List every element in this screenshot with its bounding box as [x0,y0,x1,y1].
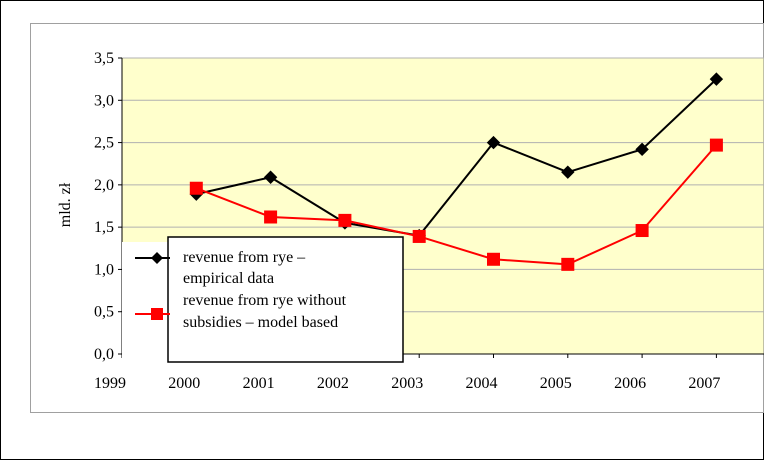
data-point [263,170,278,184]
data-point [264,210,278,224]
x-tick-label: 2003 [391,375,423,392]
x-tick-label: 2004 [466,375,498,392]
y-tick-label: 1,5 [94,219,114,236]
y-tick-label: 3,5 [94,50,114,67]
y-tick-label: 2,5 [94,135,114,152]
legend-label: empirical data [183,270,274,287]
legend: revenue from rye – empirical data revenue … [122,236,404,363]
legend-box [167,236,404,363]
y-tick-label: 3,0 [94,92,114,109]
series-line-1 [196,78,718,237]
x-tick-label: 1999 [94,375,126,392]
legend-key-marker [151,308,163,320]
data-point [561,257,575,271]
y-tick-label: 0,5 [94,304,114,321]
legend-label: subsidies – model based [183,314,338,331]
data-point [486,135,501,150]
series [189,72,724,271]
data-point [635,142,649,157]
data-point [561,165,575,179]
x-tick-label: 2006 [614,375,646,392]
x-tick-label: 2000 [168,375,200,392]
axes: 0,0 0,5 1,0 1,5 2,0 2,5 3,0 3,5 1999 2000 2001 2002… [94,50,764,392]
y-axis-label: mld. zł [57,182,74,227]
data-point [487,252,500,266]
y-tick-label: 1,0 [94,261,114,278]
data-point [338,213,352,227]
x-tick-label: 2005 [540,375,572,392]
data-point [412,229,426,243]
data-point [709,138,723,152]
y-tick-label: 0,0 [94,346,114,363]
data-point [709,72,724,86]
x-tick-label: 2001 [243,375,275,392]
series-line-2 [195,144,718,266]
legend-label: revenue from rye – [183,249,306,266]
legend-key-marker [151,252,163,264]
legend-label: revenue from rye without [183,292,347,309]
y-tick-label: 2,0 [94,177,114,194]
x-tick-label: 2002 [317,375,349,392]
data-point [189,181,203,195]
data-point [635,224,649,238]
legend-key-background [122,242,170,360]
x-tick-label: 2007 [688,375,720,392]
